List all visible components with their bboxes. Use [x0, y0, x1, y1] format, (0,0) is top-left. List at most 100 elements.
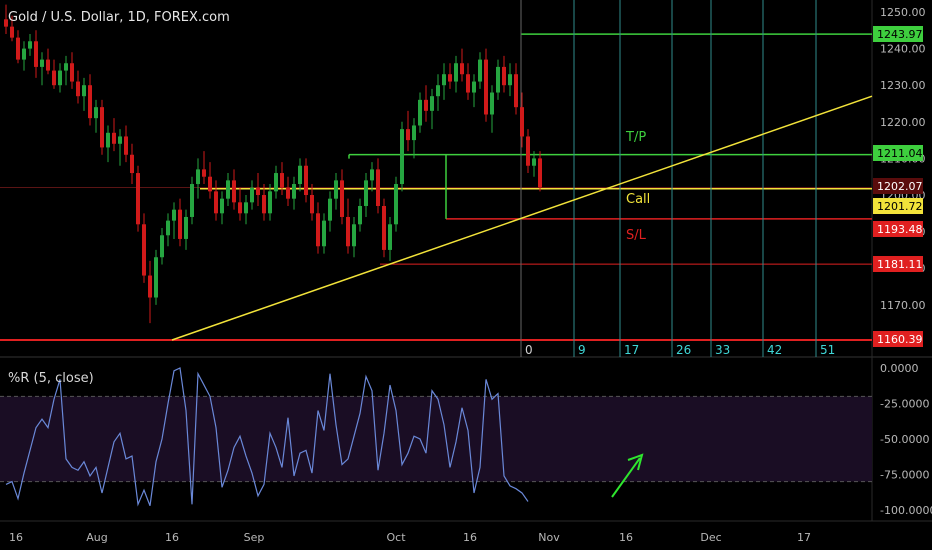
candle-body	[154, 257, 158, 298]
candle-body	[274, 173, 278, 192]
time-tick-label: 16	[9, 531, 23, 544]
candle-body	[22, 48, 26, 60]
candle-body	[508, 74, 512, 86]
candle-body	[214, 191, 218, 214]
wr-tick-label: 0.0000	[880, 362, 919, 375]
candle-body	[142, 224, 146, 276]
time-tick-label: Sep	[244, 531, 265, 544]
price-label-box	[873, 331, 923, 347]
candle-body	[490, 92, 494, 115]
cycle-label: 0	[525, 343, 533, 357]
candle-body	[418, 99, 422, 126]
candle-body	[466, 74, 470, 93]
candle-body	[286, 187, 290, 199]
candle-body	[526, 136, 530, 166]
arrow-head	[627, 453, 644, 471]
candle-body	[28, 41, 32, 49]
price-tick-label: 1170.00	[880, 299, 926, 312]
time-tick-label: 16	[619, 531, 633, 544]
candle-body	[346, 216, 350, 247]
candle-body	[124, 136, 128, 155]
arrow-shaft	[611, 457, 641, 498]
candle-body	[64, 63, 68, 71]
candle-body	[334, 180, 338, 199]
candle-body	[112, 132, 116, 144]
price-label: 1202.07	[877, 180, 923, 193]
price-tick-label: 1230.00	[880, 79, 926, 92]
candle-body	[484, 59, 488, 115]
candle-body	[34, 41, 38, 67]
candle-body	[208, 176, 212, 192]
candle-body	[244, 202, 248, 214]
price-tick-label: 1220.00	[880, 116, 926, 129]
candle-body	[136, 173, 140, 225]
candle-body	[496, 66, 500, 93]
indicator-title: %R (5, close)	[8, 371, 94, 386]
candle-body	[478, 59, 482, 82]
price-tick-label: 1250.00	[880, 6, 926, 19]
wr-tick-label: -100.0000	[880, 504, 932, 517]
candle-body	[394, 184, 398, 225]
candle-body	[442, 74, 446, 86]
candle-body	[538, 158, 542, 188]
candle-body	[16, 37, 20, 60]
candle-body	[46, 59, 50, 71]
price-label-box	[873, 145, 923, 161]
candle-body	[520, 107, 524, 137]
candle-body	[202, 169, 206, 177]
price-label: 1243.97	[877, 28, 923, 41]
candle-body	[352, 224, 356, 247]
candle-body	[106, 132, 110, 148]
cycle-label: 42	[767, 343, 782, 357]
candle-body	[4, 19, 8, 27]
candle-body	[400, 129, 404, 185]
candle-body	[406, 129, 410, 141]
cycle-label: 33	[715, 343, 730, 357]
time-tick-label: 16	[463, 531, 477, 544]
candle-body	[76, 81, 80, 97]
cycle-label: 26	[676, 343, 691, 357]
candle-body	[94, 107, 98, 119]
price-label-box	[873, 178, 923, 194]
candle-body	[340, 180, 344, 217]
candle-body	[226, 180, 230, 199]
candle-body	[190, 184, 194, 217]
sl-annotation: S/L	[626, 228, 647, 243]
candle-body	[262, 195, 266, 214]
wr-series-line	[5, 367, 529, 507]
candle-body	[118, 136, 122, 144]
price-label-box	[873, 26, 923, 42]
candle-body	[10, 26, 14, 38]
candle-body	[316, 213, 320, 247]
candle-body	[82, 85, 86, 97]
wr-tick-label: -50.0000	[880, 433, 929, 446]
candle-body	[376, 169, 380, 206]
candle-body	[454, 63, 458, 82]
candle-body	[58, 70, 62, 86]
candle-body	[328, 198, 332, 221]
candle-body	[388, 224, 392, 250]
candle-body	[130, 154, 134, 174]
cycle-label: 17	[624, 343, 639, 357]
candle-body	[436, 85, 440, 97]
candle-body	[298, 165, 302, 185]
candle-body	[430, 96, 434, 111]
price-label: 1160.39	[877, 333, 923, 346]
candle-body	[532, 158, 536, 166]
candle-body	[88, 85, 92, 119]
candle-body	[472, 81, 476, 93]
candle-body	[178, 209, 182, 239]
candle-body	[250, 187, 254, 203]
candle-body	[514, 74, 518, 108]
price-label-box	[873, 256, 923, 272]
wr-band	[0, 396, 872, 482]
price-label-box	[873, 198, 923, 214]
candle-body	[382, 205, 386, 250]
price-label: 1201.72	[877, 200, 923, 213]
candle-body	[280, 173, 284, 188]
candle-body	[172, 209, 176, 221]
candle-body	[292, 184, 296, 199]
cycle-label: 51	[820, 343, 835, 357]
candle-body	[160, 235, 164, 258]
